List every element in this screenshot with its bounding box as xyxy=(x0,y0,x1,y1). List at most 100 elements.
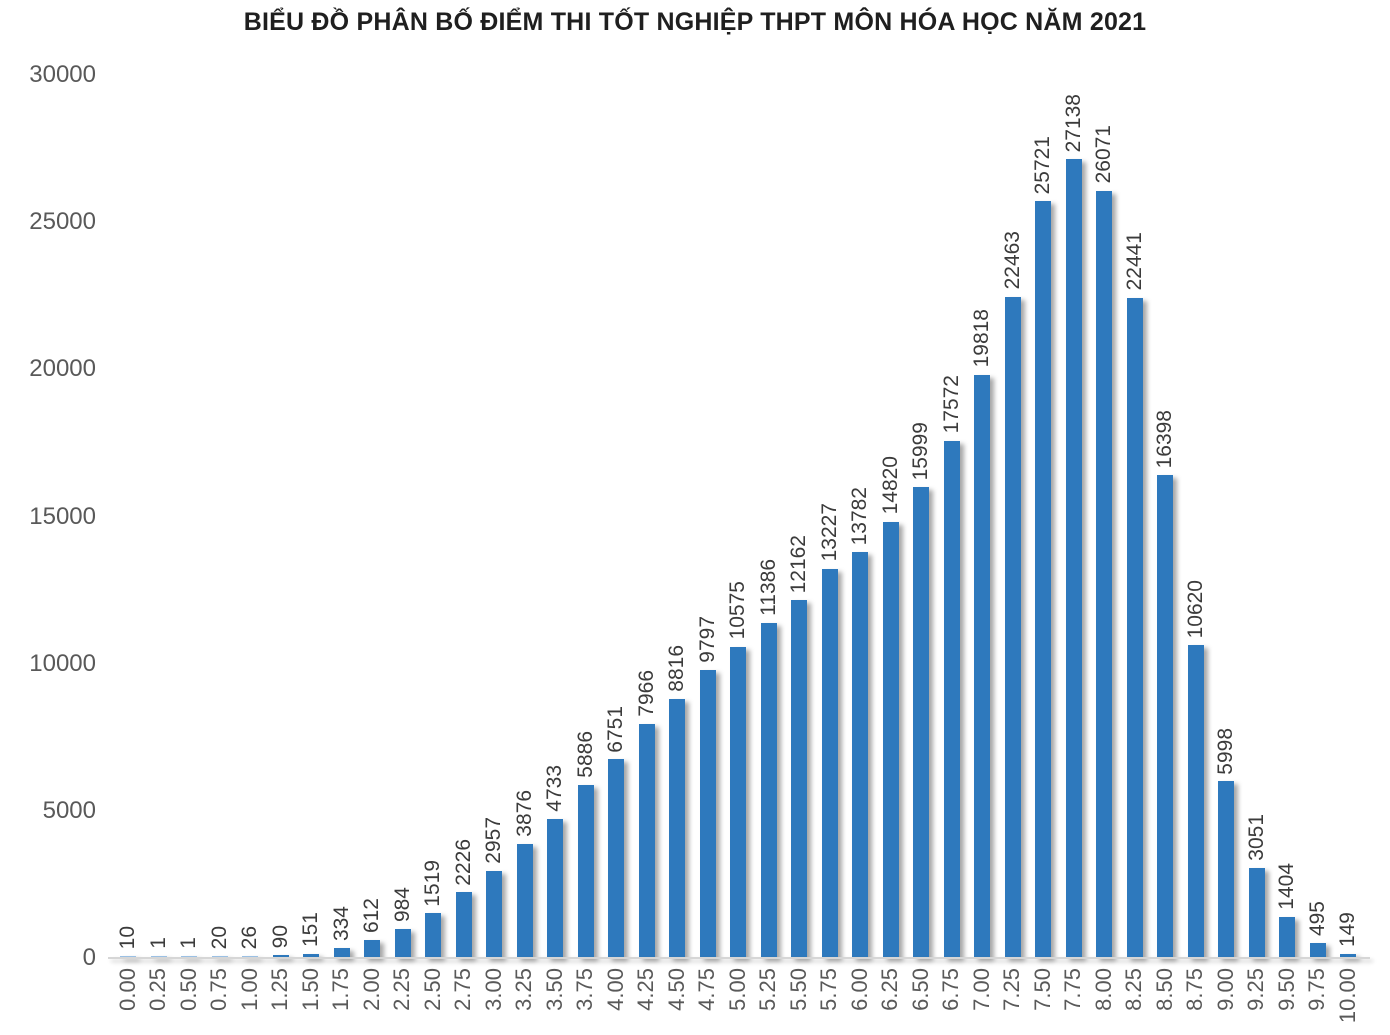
bar-value-label: 19818 xyxy=(970,309,993,368)
bar-value-label: 26 xyxy=(238,925,261,949)
bar-value-label: 16398 xyxy=(1153,409,1176,469)
bar-value-label: 15999 xyxy=(909,421,932,481)
x-tick-label: 9.50 xyxy=(1273,968,1299,1011)
x-tick-label: 6.00 xyxy=(846,968,872,1011)
bar-value-label: 1 xyxy=(177,937,200,949)
x-tick-label: 2.25 xyxy=(389,968,414,1011)
bar xyxy=(1218,781,1234,958)
x-tick-label: 2.50 xyxy=(419,968,445,1011)
bar-value-label: 4733 xyxy=(543,764,566,812)
bar-value-label: 1404 xyxy=(1275,862,1298,910)
x-tick-label: 8.50 xyxy=(1151,968,1177,1011)
bar-value-label: 25721 xyxy=(1031,135,1054,194)
bar-value-label: 7966 xyxy=(634,669,658,717)
bar-value-label: 151 xyxy=(299,911,322,947)
bar-value-label: 149 xyxy=(1336,911,1359,947)
bar-value-label: 2226 xyxy=(451,838,475,886)
x-axis-baseline xyxy=(108,957,1370,959)
x-tick-label: 1.75 xyxy=(328,968,353,1011)
x-tick-label: 6.50 xyxy=(907,968,933,1011)
x-tick-label: 6.25 xyxy=(877,968,902,1011)
y-tick-label: 30000 xyxy=(29,61,96,88)
bar-value-label: 334 xyxy=(329,906,353,942)
bar xyxy=(1309,943,1326,958)
bar xyxy=(669,698,685,958)
bar-value-label: 2957 xyxy=(482,817,505,864)
x-tick-label: 0.50 xyxy=(175,968,201,1011)
bar-value-label: 26071 xyxy=(1092,125,1115,184)
bar xyxy=(455,892,472,958)
x-tick-label: 5.00 xyxy=(724,968,750,1011)
bar-value-label: 3051 xyxy=(1244,814,1268,862)
x-tick-label: 4.50 xyxy=(663,968,689,1011)
bar-value-label: 22463 xyxy=(1000,231,1024,290)
bar-value-label: 1519 xyxy=(421,859,444,907)
x-tick-label: 3.00 xyxy=(480,968,506,1011)
x-tick-label: 7.75 xyxy=(1060,968,1085,1011)
bar xyxy=(364,940,380,958)
bar xyxy=(486,870,502,958)
x-tick-label: 2.00 xyxy=(358,968,384,1011)
bar xyxy=(1126,297,1143,958)
bar-value-label: 5886 xyxy=(573,731,597,778)
x-tick-label: 6.75 xyxy=(938,968,963,1011)
bar xyxy=(638,723,655,958)
bar xyxy=(1096,190,1112,958)
plot-area: 10 1 1 20 26 90 151 334 612 984 1519 2226 2957 3876 47… xyxy=(110,75,1366,958)
bar-value-label: 12162 xyxy=(787,534,810,594)
bar xyxy=(760,622,777,958)
x-tick-label: 4.25 xyxy=(633,968,658,1011)
bar-value-label: 1 xyxy=(146,937,170,949)
bar xyxy=(1157,475,1173,958)
bar-value-label: 13782 xyxy=(848,486,871,546)
bar xyxy=(1065,159,1082,958)
y-tick-label: 20000 xyxy=(29,355,96,383)
bar xyxy=(1004,296,1021,958)
bar-value-label: 5998 xyxy=(1214,727,1237,775)
bar-value-label: 10 xyxy=(116,925,139,949)
bar xyxy=(821,568,838,958)
bar xyxy=(1035,200,1051,958)
chart-title: BIỂU ĐỒ PHÂN BỐ ĐIỂM THI TỐT NGHIỆP THPT… xyxy=(243,8,1147,36)
bar xyxy=(974,374,990,958)
bar xyxy=(394,929,411,958)
bar-value-label: 612 xyxy=(360,897,383,933)
bar xyxy=(730,646,746,958)
bar xyxy=(577,784,594,958)
y-tick-label: 25000 xyxy=(29,208,96,236)
bar-value-label: 8816 xyxy=(665,644,688,692)
bar xyxy=(303,953,319,958)
y-tick-label: 5000 xyxy=(42,796,96,824)
bar-value-label: 10575 xyxy=(726,581,749,640)
bar xyxy=(1340,953,1356,958)
x-tick-label: 8.75 xyxy=(1182,968,1207,1011)
bar-value-label: 3876 xyxy=(512,790,536,837)
bar xyxy=(1187,645,1204,958)
x-tick-label: 1.25 xyxy=(267,968,292,1011)
x-tick-label: 5.25 xyxy=(755,968,780,1011)
x-tick-label: 9.75 xyxy=(1304,968,1329,1011)
bar xyxy=(608,759,624,958)
bar xyxy=(852,552,868,958)
y-tick-label: 15000 xyxy=(29,502,96,530)
x-tick-label: 0.75 xyxy=(206,968,231,1011)
x-tick-label: 0.00 xyxy=(114,968,140,1011)
bar-value-label: 90 xyxy=(268,925,292,949)
x-tick-label: 3.75 xyxy=(572,968,597,1011)
bar xyxy=(516,843,533,958)
x-tick-label: 9.25 xyxy=(1243,968,1268,1011)
bar xyxy=(882,521,899,958)
x-tick-label: 7.25 xyxy=(999,968,1024,1011)
bar-value-label: 9797 xyxy=(695,615,719,663)
bar-value-label: 10620 xyxy=(1183,580,1207,639)
x-tick-label: 10.00 xyxy=(1334,968,1360,1024)
x-tick-label: 4.00 xyxy=(602,968,628,1011)
bar xyxy=(699,669,716,958)
x-tick-label: 3.25 xyxy=(511,968,536,1011)
bar-value-label: 14820 xyxy=(878,456,902,515)
x-tick-label: 8.25 xyxy=(1121,968,1146,1011)
x-tick-label: 2.75 xyxy=(450,968,475,1011)
x-tick-label: 5.75 xyxy=(816,968,841,1011)
bar xyxy=(1248,868,1265,958)
